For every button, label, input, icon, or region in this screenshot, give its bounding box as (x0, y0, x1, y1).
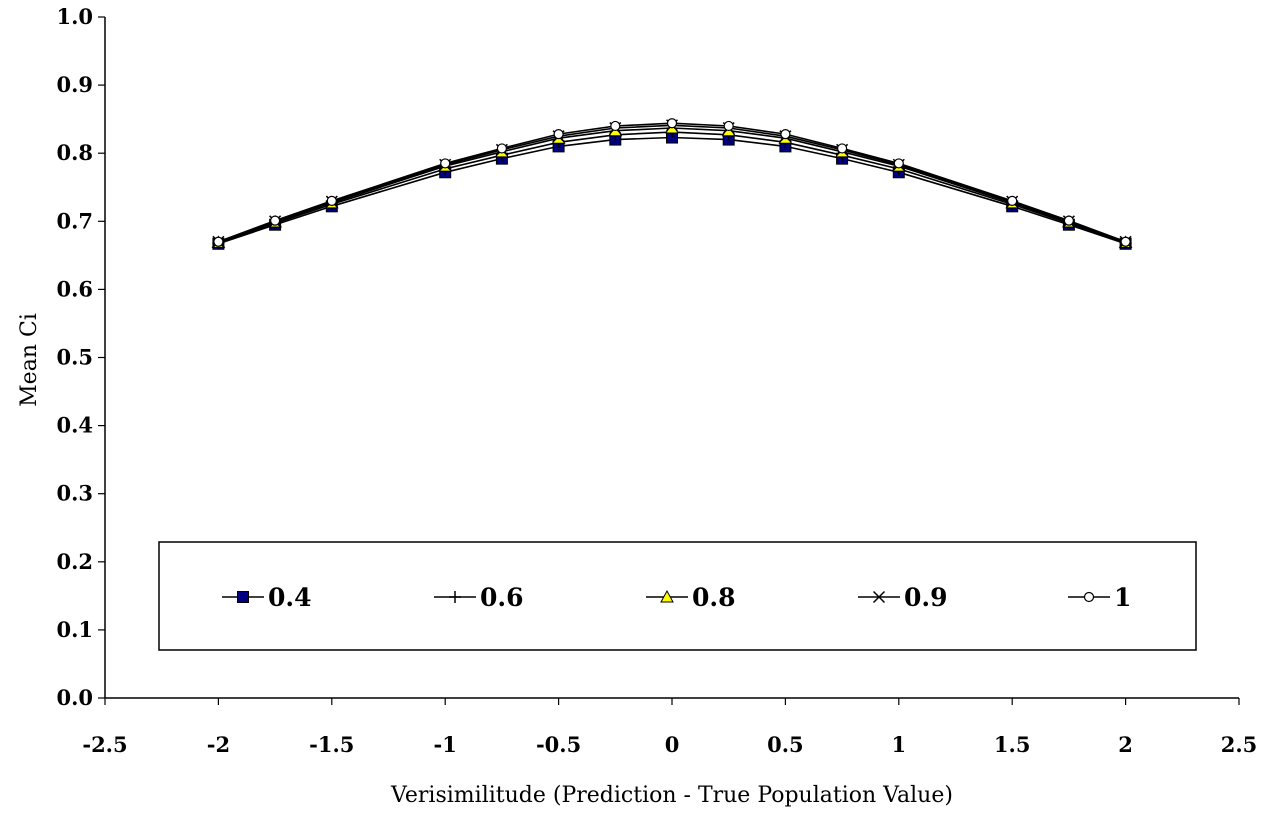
x-tick-label: -2.5 (82, 732, 127, 757)
data-point (1007, 195, 1018, 206)
legend-marker (237, 591, 249, 603)
y-tick-label: 0.5 (56, 345, 93, 370)
legend: 0.4 0.6 0.8 0.9 1 (158, 541, 1197, 651)
x-tick-label: -1.5 (309, 732, 354, 757)
data-point (1120, 236, 1131, 247)
legend-label: 1 (1114, 583, 1131, 612)
data-point (780, 129, 791, 140)
legend-label: 0.8 (692, 583, 736, 612)
y-tick-label: 0.2 (56, 549, 93, 574)
y-tick-label: 0.8 (56, 140, 93, 165)
legend-marker (449, 591, 461, 603)
x-tick-label: -1 (434, 732, 457, 757)
y-tick-label: 0.0 (56, 685, 93, 710)
y-tick-label: 0.9 (56, 72, 93, 97)
legend-marker (1083, 591, 1095, 603)
legend-marker (660, 589, 674, 603)
data-point (666, 118, 678, 129)
data-point (270, 215, 281, 226)
legend-box (158, 541, 1197, 651)
x-axis-title: Verisimilitude (Prediction - True Popula… (390, 783, 953, 808)
data-point (213, 236, 224, 247)
data-point (836, 143, 848, 154)
data-point (440, 158, 451, 169)
series-line-0-4 (218, 136, 1126, 245)
data-point (1063, 215, 1075, 226)
y-tick-label: 0.3 (56, 481, 93, 506)
data-point (893, 158, 904, 169)
data-point (326, 195, 337, 206)
series-markers (211, 118, 1133, 250)
y-tick-label: 0.7 (56, 208, 93, 233)
x-tick-label: -2 (207, 732, 230, 757)
y-axis-title: Mean Ci (17, 313, 42, 407)
series-line-0-8 (218, 127, 1126, 244)
series-line-0-6 (218, 131, 1126, 244)
y-tick-labels: 0.0 0.1 0.2 0.3 0.4 0.5 0.6 0.7 0.8 0.9 1.0 (56, 4, 105, 710)
x-tick-label: 2 (1118, 732, 1133, 757)
x-tick-label: 0.5 (767, 732, 804, 757)
x-tick-label: -0.5 (536, 732, 581, 757)
y-tick-label: 0.6 (56, 276, 93, 301)
legend-label: 0.4 (268, 583, 312, 612)
x-tick-labels: -2.5 -2 -1.5 -1 -0.5 0 0.5 1 1.5 2 2.5 (82, 698, 1257, 757)
x-tick-label: 0 (665, 732, 680, 757)
y-tick-label: 1.0 (56, 4, 93, 29)
y-tick-label: 0.4 (56, 413, 93, 438)
data-point (496, 143, 507, 154)
y-tick-label: 0.1 (56, 617, 93, 642)
data-point (610, 120, 621, 132)
legend-label: 0.6 (480, 583, 524, 612)
data-point (553, 129, 564, 140)
data-point (723, 120, 734, 132)
legend-label: 0.9 (904, 583, 948, 612)
x-tick-label: 2.5 (1221, 732, 1258, 757)
legend-marker (872, 590, 886, 604)
x-tick-label: 1.5 (994, 732, 1031, 757)
x-tick-label: 1 (891, 732, 906, 757)
